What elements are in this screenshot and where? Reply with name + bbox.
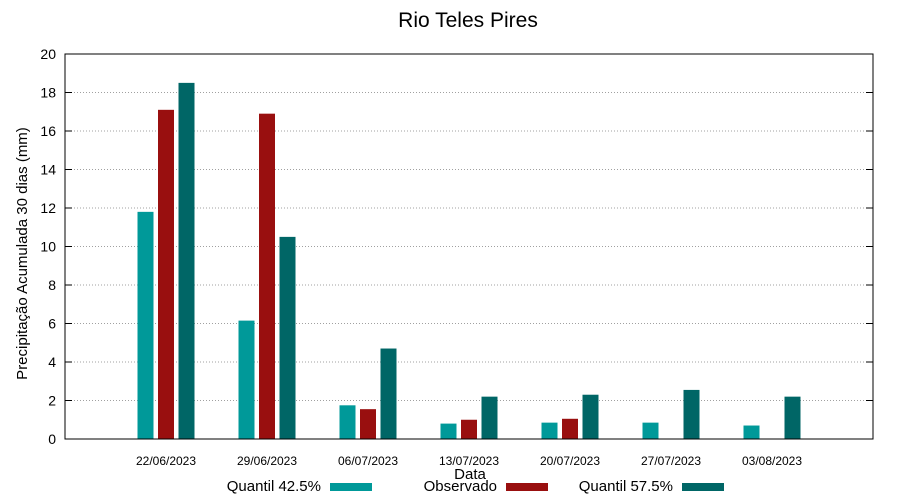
bar-quantil-42 (743, 425, 760, 439)
x-axis-label: Data (454, 466, 486, 483)
x-tick-label: 22/06/2023 (136, 454, 196, 468)
bar-observado (461, 419, 477, 439)
x-tick-label: 03/08/2023 (742, 454, 802, 468)
bar-quantil-57 (683, 389, 700, 439)
bar-quantil-57 (784, 396, 801, 439)
y-axis-ticks: 0 2 4 6 8 10 12 14 16 18 20 (40, 46, 873, 447)
y-tick-label: 6 (48, 316, 56, 332)
y-axis-label: Precipitação Acumulada 30 dias (mm) (14, 127, 31, 380)
bar-observado (562, 418, 578, 439)
x-tick-label: 06/07/2023 (338, 454, 398, 468)
bar-observado (360, 409, 376, 439)
y-tick-label: 8 (48, 277, 56, 293)
legend-swatch (330, 483, 372, 491)
y-tick-label: 16 (40, 123, 56, 139)
chart-title: Rio Teles Pires (398, 9, 538, 32)
legend-swatch (506, 483, 548, 491)
legend-swatch (682, 483, 724, 491)
y-tick-label: 12 (40, 200, 56, 216)
y-tick-label: 4 (48, 354, 56, 370)
y-tick-label: 20 (40, 46, 56, 62)
y-tick-label: 0 (48, 431, 56, 447)
bars (137, 82, 801, 440)
bar-quantil-42 (440, 423, 457, 439)
bar-quantil-57 (178, 82, 195, 439)
legend: Quantil 42.5% Observado Quantil 57.5% (227, 478, 724, 495)
bar-quantil-42 (339, 405, 356, 439)
legend-label: Quantil 57.5% (579, 478, 673, 495)
bar-quantil-42 (137, 211, 154, 439)
x-tick-label: 27/07/2023 (641, 454, 701, 468)
x-tick-label: 29/06/2023 (237, 454, 297, 468)
bar-quantil-42 (238, 320, 255, 439)
bar-quantil-57 (279, 236, 296, 439)
x-tick-label: 20/07/2023 (540, 454, 600, 468)
legend-label: Observado (424, 478, 497, 495)
bar-quantil-57 (380, 348, 397, 439)
legend-label: Quantil 42.5% (227, 478, 321, 495)
bar-quantil-42 (642, 422, 659, 439)
bar-observado (158, 109, 174, 439)
x-tick-label: 13/07/2023 (439, 454, 499, 468)
x-axis-ticks: 22/06/2023 29/06/2023 06/07/2023 13/07/2023… (136, 454, 802, 468)
bar-observado (259, 113, 275, 440)
y-tick-label: 14 (40, 162, 56, 178)
y-tick-label: 10 (40, 239, 56, 255)
bar-quantil-57 (582, 394, 599, 439)
y-tick-label: 2 (48, 393, 56, 409)
bar-quantil-57 (481, 396, 498, 439)
bar-quantil-42 (541, 422, 558, 439)
y-tick-label: 18 (40, 85, 56, 101)
